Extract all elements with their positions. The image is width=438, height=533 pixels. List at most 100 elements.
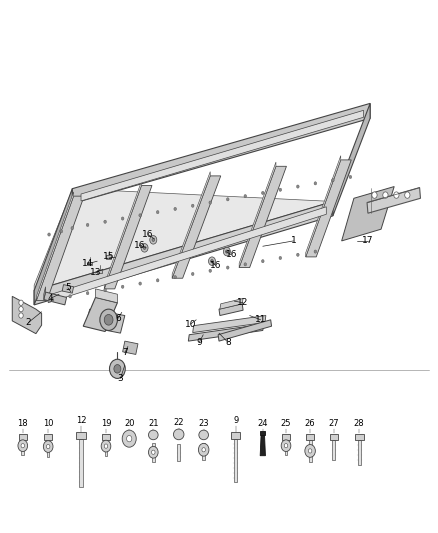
Circle shape	[383, 192, 388, 198]
Polygon shape	[76, 432, 86, 439]
Polygon shape	[285, 440, 287, 455]
Circle shape	[372, 192, 377, 198]
Polygon shape	[44, 287, 46, 300]
Polygon shape	[36, 196, 84, 301]
Circle shape	[174, 207, 177, 211]
Text: 16: 16	[226, 251, 237, 259]
Circle shape	[156, 279, 159, 282]
Circle shape	[226, 266, 229, 269]
Text: 5: 5	[65, 284, 71, 292]
Polygon shape	[308, 440, 311, 462]
Circle shape	[209, 269, 212, 272]
Text: 3: 3	[117, 374, 124, 383]
Text: 21: 21	[148, 419, 159, 428]
Polygon shape	[44, 434, 52, 440]
Polygon shape	[97, 270, 102, 273]
Circle shape	[208, 257, 215, 265]
Circle shape	[19, 306, 23, 312]
Text: 1: 1	[290, 237, 297, 245]
Polygon shape	[34, 201, 333, 305]
Text: 11: 11	[255, 316, 266, 324]
Circle shape	[48, 233, 50, 236]
Polygon shape	[152, 443, 155, 462]
Circle shape	[19, 313, 23, 318]
Circle shape	[191, 204, 194, 207]
Circle shape	[114, 365, 121, 373]
Text: 14: 14	[82, 260, 93, 268]
Text: 15: 15	[103, 253, 114, 261]
Circle shape	[150, 236, 157, 244]
Polygon shape	[95, 289, 117, 303]
Text: 23: 23	[198, 419, 209, 428]
Ellipse shape	[148, 430, 158, 440]
Text: 19: 19	[101, 419, 111, 428]
Circle shape	[122, 430, 136, 447]
Circle shape	[405, 192, 410, 198]
Text: 18: 18	[18, 419, 28, 428]
Circle shape	[121, 285, 124, 288]
Circle shape	[104, 288, 106, 292]
Circle shape	[174, 276, 177, 279]
Circle shape	[71, 227, 74, 230]
Circle shape	[141, 244, 148, 252]
Polygon shape	[188, 324, 264, 341]
Circle shape	[394, 192, 399, 198]
Circle shape	[308, 449, 312, 453]
Polygon shape	[282, 434, 290, 440]
Circle shape	[148, 447, 158, 458]
Circle shape	[143, 246, 146, 249]
Text: 7: 7	[122, 349, 128, 357]
Circle shape	[152, 450, 155, 454]
Circle shape	[51, 298, 54, 302]
Text: 16: 16	[210, 261, 221, 270]
Polygon shape	[83, 297, 117, 332]
Circle shape	[261, 260, 264, 263]
Circle shape	[244, 263, 247, 266]
Circle shape	[127, 435, 132, 442]
Text: 4: 4	[48, 294, 53, 303]
Polygon shape	[231, 432, 240, 439]
Circle shape	[101, 440, 111, 452]
Circle shape	[100, 309, 117, 330]
Text: 26: 26	[305, 419, 315, 428]
Polygon shape	[102, 434, 110, 440]
Polygon shape	[123, 341, 138, 354]
Polygon shape	[239, 162, 276, 268]
Circle shape	[43, 441, 53, 453]
Polygon shape	[36, 192, 74, 301]
Circle shape	[104, 444, 108, 448]
Circle shape	[226, 250, 228, 253]
Polygon shape	[85, 309, 125, 333]
Circle shape	[18, 440, 28, 451]
Circle shape	[69, 295, 71, 298]
Circle shape	[110, 359, 125, 378]
Text: 9: 9	[196, 338, 202, 346]
Text: 27: 27	[328, 419, 339, 428]
Circle shape	[19, 300, 23, 305]
Circle shape	[152, 238, 155, 241]
Polygon shape	[306, 156, 341, 257]
Text: 20: 20	[124, 419, 134, 428]
Circle shape	[198, 443, 209, 456]
Circle shape	[139, 214, 141, 217]
Ellipse shape	[199, 430, 208, 440]
Polygon shape	[332, 440, 335, 460]
Polygon shape	[172, 172, 210, 278]
Circle shape	[156, 211, 159, 214]
Text: 22: 22	[173, 418, 184, 427]
Circle shape	[139, 282, 141, 285]
Circle shape	[279, 188, 282, 191]
Circle shape	[191, 272, 194, 276]
Text: 8: 8	[225, 338, 231, 346]
Polygon shape	[72, 103, 370, 204]
Circle shape	[46, 445, 50, 449]
Circle shape	[60, 230, 63, 233]
Polygon shape	[260, 435, 265, 456]
Polygon shape	[234, 439, 237, 482]
Polygon shape	[219, 304, 243, 316]
Text: 17: 17	[362, 237, 374, 245]
Circle shape	[21, 443, 25, 448]
Polygon shape	[193, 316, 266, 333]
Polygon shape	[21, 440, 24, 455]
Text: 24: 24	[258, 419, 268, 428]
